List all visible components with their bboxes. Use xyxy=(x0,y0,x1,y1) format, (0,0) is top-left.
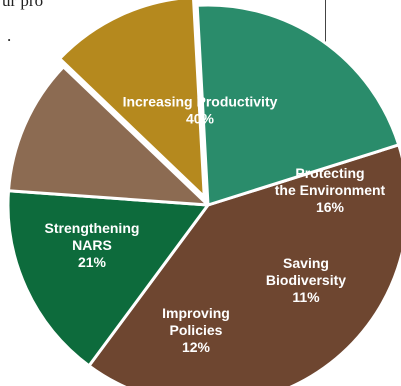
slice-label-line: Biodiversity xyxy=(266,272,346,288)
slice-label-line: Saving xyxy=(283,255,329,271)
slice-label-line: Strengthening xyxy=(45,220,140,236)
slice-label-line: Protecting xyxy=(295,165,364,181)
slice-percent: 12% xyxy=(182,339,211,355)
text-fragment-top: ur pro xyxy=(2,0,44,10)
slice-percent: 21% xyxy=(78,254,107,270)
slice-label: Increasing Productivity 40% xyxy=(123,94,278,127)
pie-slice xyxy=(87,143,401,386)
slice-label: Saving Biodiversity 11% xyxy=(266,255,346,305)
pie-slice xyxy=(7,65,210,207)
pie-slice xyxy=(195,3,401,207)
slice-label-line: Improving xyxy=(162,305,230,321)
slice-percent: 40% xyxy=(186,111,215,127)
slice-label: Strengthening NARS 21% xyxy=(45,220,140,270)
pie-slice xyxy=(58,0,206,199)
slice-label: Protecting the Environment 16% xyxy=(275,165,386,215)
slice-label-line: the Environment xyxy=(275,182,386,198)
slice-label-line: Policies xyxy=(170,322,223,338)
slice-percent: 11% xyxy=(292,289,320,305)
slice-label-line: NARS xyxy=(72,237,112,253)
slice-label: Improving Policies 12% xyxy=(162,305,230,355)
text-fragment-mid: . xyxy=(7,26,12,45)
pie-slice xyxy=(6,189,210,368)
slice-percent: 16% xyxy=(316,199,345,215)
column-divider xyxy=(325,0,326,62)
slice-label-line: Increasing Productivity xyxy=(123,94,278,110)
